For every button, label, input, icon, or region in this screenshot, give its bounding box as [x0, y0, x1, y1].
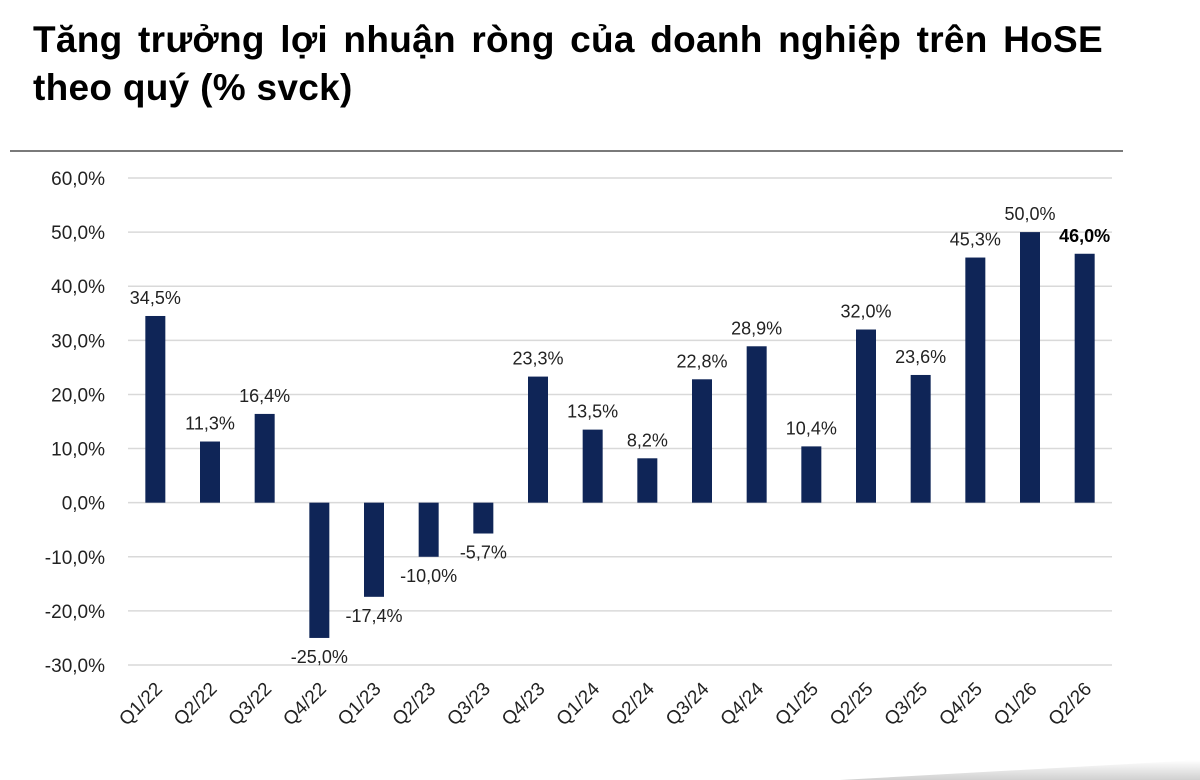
data-label: 45,3%: [950, 230, 1001, 250]
x-tick-label: Q2/23: [389, 679, 440, 730]
data-label: -25,0%: [291, 647, 348, 667]
bar: [364, 502, 384, 597]
bar: [473, 502, 494, 534]
data-label: 23,3%: [512, 349, 563, 369]
chart-title: Tăng trưởng lợi nhuận ròng của doanh ngh…: [33, 19, 1103, 108]
bars: [145, 232, 1095, 638]
bar: [309, 502, 330, 638]
bar: [418, 502, 439, 557]
bar: [1020, 232, 1040, 503]
x-tick-label: Q2/22: [170, 679, 221, 730]
x-tick-label: Q3/24: [662, 678, 714, 730]
y-axis-ticks: 60,0% 50,0% 40,0% 30,0% 20,0% 10,0% 0,0% -10,0%…: [45, 169, 105, 677]
gridlines: [128, 177, 1112, 666]
bar: [801, 446, 822, 503]
data-label: 8,2%: [627, 430, 668, 450]
x-tick-label: Q1/25: [771, 679, 822, 730]
y-tick-label: -30,0%: [45, 656, 105, 677]
x-tick-label: Q4/23: [498, 679, 549, 730]
data-label: 22,8%: [676, 351, 727, 371]
data-label: -10,0%: [400, 566, 457, 586]
data-label: 32,0%: [840, 302, 891, 322]
data-label: 23,6%: [895, 347, 946, 367]
y-tick-label: 40,0%: [51, 277, 105, 298]
bar: [1074, 253, 1095, 503]
data-label: 10,4%: [786, 418, 837, 438]
data-label: 11,3%: [185, 414, 235, 434]
bar: [910, 374, 931, 503]
data-label: 13,5%: [567, 402, 618, 422]
x-tick-label: Q3/22: [225, 679, 276, 730]
x-tick-label: Q2/24: [607, 678, 659, 730]
x-tick-label: Q4/22: [279, 679, 330, 730]
x-tick-label: Q1/26: [990, 679, 1041, 730]
x-tick-label: Q4/25: [935, 679, 986, 730]
y-tick-label: 20,0%: [51, 385, 105, 406]
top-rule: [10, 150, 1123, 152]
bar: [582, 429, 603, 503]
bar: [692, 379, 712, 503]
x-tick-label: Q1/22: [115, 679, 166, 730]
y-tick-label: 60,0%: [51, 169, 105, 190]
x-tick-label: Q1/24: [553, 678, 605, 730]
y-tick-label: 50,0%: [51, 223, 105, 244]
x-tick-label: Q2/25: [826, 679, 877, 730]
x-tick-label: Q3/25: [881, 679, 932, 730]
bar: [200, 441, 220, 503]
bar: [856, 329, 876, 503]
data-label: 16,4%: [239, 386, 290, 406]
bar: [528, 376, 548, 503]
data-label: -5,7%: [460, 543, 507, 563]
data-label: 28,9%: [731, 318, 782, 338]
bar: [145, 315, 166, 503]
data-label: 34,5%: [130, 288, 181, 308]
x-tick-label: Q4/24: [717, 678, 769, 730]
x-tick-label: Q3/23: [443, 679, 494, 730]
x-axis-ticks: Q1/22 Q2/22 Q3/22 Q4/22 Q1/23 Q2/23 Q3/23 Q4/23…: [115, 678, 1096, 730]
x-tick-label: Q2/26: [1045, 679, 1096, 730]
bar: [254, 413, 275, 503]
data-label: 46,0%: [1059, 226, 1110, 246]
data-label: -17,4%: [345, 606, 402, 626]
y-tick-label: 0,0%: [62, 494, 105, 515]
bar: [965, 257, 986, 503]
bar: [637, 458, 658, 503]
bar: [746, 346, 767, 503]
x-tick-label: Q1/23: [334, 679, 385, 730]
y-tick-label: -20,0%: [45, 602, 105, 623]
y-tick-label: -10,0%: [45, 548, 105, 569]
data-label: 50,0%: [1004, 204, 1055, 224]
y-tick-label: 10,0%: [51, 440, 105, 461]
data-labels: 34,5% 11,3%16,4% -25,0% -17,4% -10,0%-5,7% 23…: [130, 204, 1110, 667]
y-tick-label: 30,0%: [51, 331, 105, 352]
